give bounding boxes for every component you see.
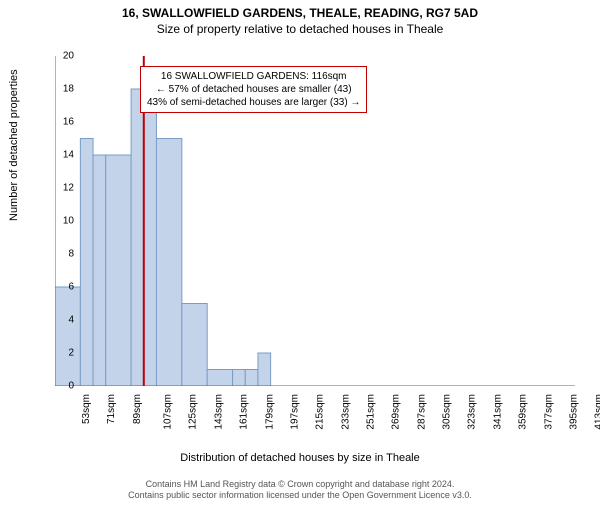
- y-tick: 14: [63, 150, 74, 161]
- info-line-2: ← 57% of detached houses are smaller (43…: [147, 83, 360, 96]
- y-tick: 16: [63, 117, 74, 128]
- x-tick: 323sqm: [467, 394, 478, 430]
- x-tick: 197sqm: [290, 394, 301, 430]
- x-tick: 395sqm: [569, 394, 580, 430]
- x-tick: 215sqm: [315, 394, 326, 430]
- x-tick: 359sqm: [518, 394, 529, 430]
- x-tick: 161sqm: [239, 394, 250, 430]
- x-tick: 287sqm: [416, 394, 427, 430]
- x-tick: 413sqm: [594, 394, 600, 430]
- x-tick: 377sqm: [543, 394, 554, 430]
- y-axis-label: Number of detached properties: [8, 69, 20, 221]
- x-tick: 233sqm: [340, 394, 351, 430]
- footer-line-1: Contains HM Land Registry data © Crown c…: [0, 479, 600, 491]
- y-tick: 2: [68, 348, 74, 359]
- info-line-3: 43% of semi-detached houses are larger (…: [147, 96, 360, 109]
- chart-subtitle: Size of property relative to detached ho…: [0, 22, 600, 36]
- x-tick: 125sqm: [188, 394, 199, 430]
- footer: Contains HM Land Registry data © Crown c…: [0, 479, 600, 502]
- info-line-1: 16 SWALLOWFIELD GARDENS: 116sqm: [147, 70, 360, 83]
- chart-title: 16, SWALLOWFIELD GARDENS, THEALE, READIN…: [0, 6, 600, 20]
- x-tick: 179sqm: [264, 394, 275, 430]
- x-tick: 305sqm: [442, 394, 453, 430]
- chart-container: { "title": "16, SWALLOWFIELD GARDENS, TH…: [0, 6, 600, 506]
- footer-line-2: Contains public sector information licen…: [0, 490, 600, 502]
- info-box: 16 SWALLOWFIELD GARDENS: 116sqm ← 57% of…: [140, 66, 367, 113]
- x-tick: 53sqm: [81, 394, 92, 424]
- x-tick: 269sqm: [391, 394, 402, 430]
- y-tick: 6: [68, 282, 74, 293]
- x-tick: 251sqm: [366, 394, 377, 430]
- x-tick: 89sqm: [132, 394, 143, 424]
- chart-area: 16 SWALLOWFIELD GARDENS: 116sqm ← 57% of…: [55, 56, 575, 386]
- y-tick: 12: [63, 183, 74, 194]
- x-tick: 71sqm: [106, 394, 117, 424]
- x-tick: 143sqm: [213, 394, 224, 430]
- x-axis-label: Distribution of detached houses by size …: [0, 452, 600, 464]
- y-tick: 8: [68, 249, 74, 260]
- y-tick: 0: [68, 381, 74, 392]
- x-tick: 341sqm: [492, 394, 503, 430]
- x-tick: 107sqm: [163, 394, 174, 430]
- y-tick: 20: [63, 51, 74, 62]
- y-tick: 10: [63, 216, 74, 227]
- y-tick: 18: [63, 84, 74, 95]
- y-tick: 4: [68, 315, 74, 326]
